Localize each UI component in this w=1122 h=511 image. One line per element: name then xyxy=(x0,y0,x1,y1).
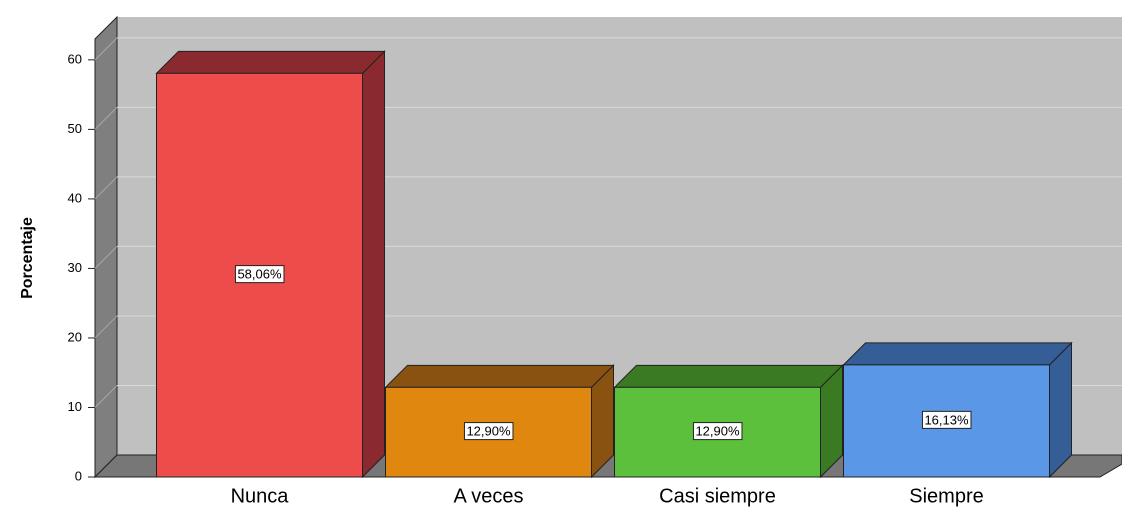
grid-line xyxy=(94,176,118,200)
value-label-box xyxy=(463,422,514,441)
x-tick-label: Siempre xyxy=(909,485,983,507)
x-tick-label: Casi siempre xyxy=(659,485,776,507)
grid-line xyxy=(94,107,118,130)
y-tick-label: 50 xyxy=(68,121,82,136)
value-label: 12,90% xyxy=(695,424,740,439)
grid-line xyxy=(94,246,118,269)
y-tick-label: 40 xyxy=(68,190,82,205)
x-tick-label: Nunca xyxy=(231,485,290,507)
value-label-box xyxy=(692,422,743,441)
y-tick-label: 60 xyxy=(68,51,82,66)
value-label: 16,13% xyxy=(924,412,969,427)
y-tick-label: 20 xyxy=(68,329,82,344)
value-label-box xyxy=(921,410,972,429)
value-label-box xyxy=(234,265,285,284)
bar-top xyxy=(613,364,844,388)
y-axis-label: Porcentaje xyxy=(19,217,36,299)
y-tick-label: 10 xyxy=(68,399,82,414)
bar-top xyxy=(155,50,386,74)
grid-line xyxy=(94,315,118,339)
bar-side xyxy=(1049,341,1072,479)
y-tick-label: 30 xyxy=(68,260,82,275)
bar-side xyxy=(362,50,385,479)
grid-line xyxy=(94,385,118,408)
value-label: 12,90% xyxy=(466,424,511,439)
x-tick-label: A veces xyxy=(453,485,523,507)
y-tick-label: 0 xyxy=(75,468,82,483)
bar-top xyxy=(384,364,615,388)
bar-top xyxy=(842,342,1073,366)
grid-line xyxy=(94,37,118,61)
left-wall xyxy=(94,15,118,479)
value-label: 58,06% xyxy=(237,267,282,282)
